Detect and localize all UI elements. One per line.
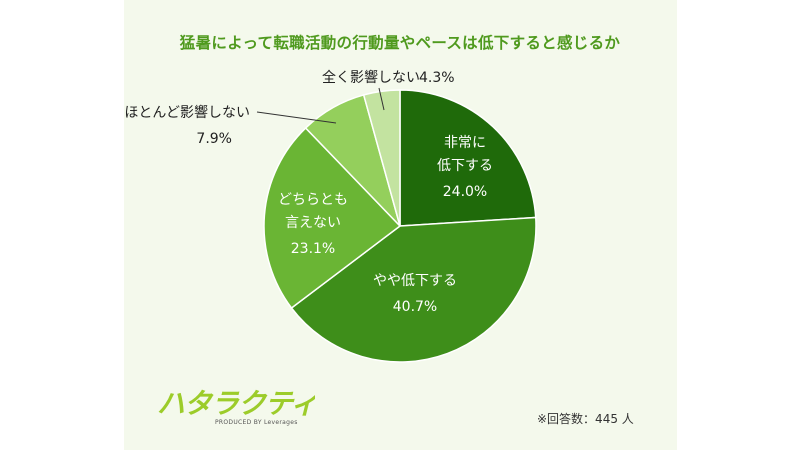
leader-line — [256, 111, 337, 124]
slice-value-label: 40.7% — [393, 299, 437, 315]
pie-slice — [290, 216, 537, 363]
brand-logo: ハタラクティブ PRODUCED BY Leverages — [157, 387, 315, 426]
slice-label: 言えない — [285, 215, 341, 231]
logo-text: ハタラクティブ — [157, 387, 315, 420]
slice-value-label: 24.0% — [443, 184, 487, 200]
logo-sub: PRODUCED BY Leverages — [215, 419, 298, 426]
pie-slice — [399, 89, 537, 227]
pie-slice — [263, 126, 402, 310]
slice-label: どちらとも — [278, 192, 348, 208]
slice-value-label: 7.9% — [196, 131, 232, 147]
slice-label: 非常に — [444, 135, 486, 151]
slice-label: やや低下する — [373, 273, 457, 289]
slice-label: ほとんど影響しない — [124, 104, 250, 121]
slice-label: 全く影響しない — [322, 69, 420, 86]
pie-slice — [362, 89, 401, 227]
slice-value-label: 4.3% — [419, 70, 455, 86]
leader-line — [378, 87, 385, 111]
slice-value-label: 23.1% — [291, 241, 335, 257]
slice-label: 低下する — [437, 158, 493, 174]
response-count-note: ※回答数：445 人 — [537, 412, 634, 426]
chart-title: 猛暑によって転職活動の行動量やペースは低下すると感じるか — [179, 34, 621, 52]
